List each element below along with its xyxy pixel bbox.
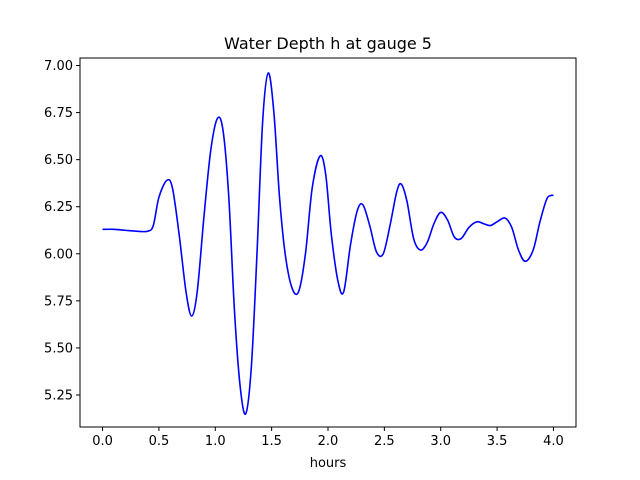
chart-title: Water Depth h at gauge 5 xyxy=(224,34,432,53)
y-tick-label: 6.50 xyxy=(44,153,73,168)
y-tick-label: 5.50 xyxy=(44,341,73,356)
x-tick-label: 0.5 xyxy=(149,434,170,449)
y-tick-label: 6.25 xyxy=(44,200,73,215)
y-tick-label: 6.75 xyxy=(44,106,73,121)
x-tick-label: 4.0 xyxy=(543,434,564,449)
y-axis-ticks: 5.25 5.50 5.75 6.00 6.25 6.50 6.75 7.00 xyxy=(44,59,80,403)
x-axis-label: hours xyxy=(310,456,347,471)
y-tick-label: 6.00 xyxy=(44,247,73,262)
x-tick-label: 2.5 xyxy=(374,434,395,449)
series-line xyxy=(102,72,554,416)
x-tick-label: 3.5 xyxy=(487,434,508,449)
x-tick-label: 1.0 xyxy=(205,434,226,449)
plot-background xyxy=(80,58,576,427)
x-tick-label: 1.5 xyxy=(261,434,282,449)
x-tick-label: 2.0 xyxy=(318,434,339,449)
x-tick-label: 0.0 xyxy=(92,434,113,449)
y-tick-label: 5.75 xyxy=(44,294,73,309)
x-axis-ticks: 0.0 0.5 1.0 1.5 2.0 2.5 3.0 3.5 4.0 xyxy=(92,427,564,449)
x-tick-label: 3.0 xyxy=(430,434,451,449)
y-tick-label: 5.25 xyxy=(44,388,73,403)
y-tick-label: 7.00 xyxy=(44,59,73,74)
